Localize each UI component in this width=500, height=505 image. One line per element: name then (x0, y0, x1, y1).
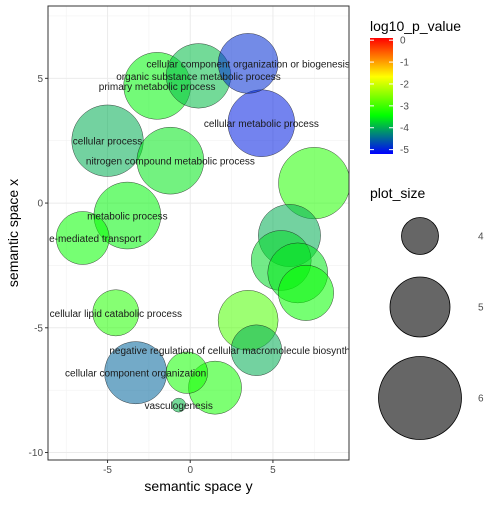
bubble-label: nitrogen compound metabolic process (86, 157, 255, 168)
bubble (165, 351, 208, 394)
panel-border (47, 5, 350, 461)
color-legend-tick-label: -5 (400, 145, 409, 156)
size-legend-label: 5 (478, 303, 484, 314)
size-legend-circle (401, 217, 439, 255)
x-tick-label: 0 (187, 465, 193, 476)
axes: -5 0 5 -10 -5 0 5 (29, 74, 277, 476)
color-legend-ticks: 0 -1 -2 -3 -4 -5 (370, 36, 409, 156)
bubble-layer (55, 33, 349, 415)
color-legend-tick-label: -2 (400, 79, 409, 90)
bubble (217, 33, 279, 94)
color-legend-tick-label: -4 (400, 123, 409, 134)
bubble-label: cellular component organization or bioge… (146, 59, 349, 70)
size-legend-title: plot_size (370, 185, 425, 201)
y-axis-label: semantic space x (5, 179, 21, 287)
x-axis-label: semantic space y (144, 478, 252, 494)
grid-minor (48, 6, 349, 460)
bubble-label: organic substance metabolic process (116, 72, 281, 83)
color-legend-title: log10_p_value (370, 18, 461, 34)
x-tick-label: 5 (270, 465, 276, 476)
size-legend-circle (378, 356, 462, 440)
x-tick-label: -5 (103, 465, 112, 476)
bubble (278, 264, 334, 321)
size-legend-items: 4 5 6 (378, 217, 484, 440)
bubble (136, 126, 205, 195)
plot-panel: cellular component organization or bioge… (24, 5, 403, 461)
label-layer: cellular component organization or bioge… (24, 59, 403, 412)
color-legend-tick-label: -3 (400, 101, 409, 112)
y-tick-label: -5 (34, 323, 43, 334)
bubble-label: cellular lipid catabolic process (50, 309, 182, 320)
bubble (171, 397, 186, 413)
color-legend-tick-label: -1 (400, 58, 409, 69)
bubble-label: cellular metabolic process (204, 119, 319, 130)
size-legend: plot_size 4 5 6 (370, 185, 484, 440)
bubble-label: vasculogenesis (144, 401, 212, 412)
bubble-label: cellular process (73, 137, 142, 148)
size-legend-label: 4 (478, 232, 484, 243)
size-legend-label: 6 (478, 394, 484, 405)
y-tick-label: -10 (29, 448, 44, 459)
y-tick-label: 5 (37, 74, 43, 85)
color-legend: log10_p_value 0 -1 -2 -3 -4 -5 (370, 18, 461, 156)
bubble-label: vesicle-mediated transport (24, 234, 141, 245)
color-legend-bar (370, 38, 393, 154)
bubble-label: cellular component organization (65, 369, 206, 380)
size-legend-circle (389, 276, 451, 338)
bubble (230, 324, 283, 376)
bubble-label: metabolic process (87, 212, 168, 223)
bubble-label: primary metabolic process (99, 82, 216, 93)
color-legend-tick-label: 0 (400, 36, 406, 47)
bubble-label: negative regulation of cellular macromol… (109, 346, 403, 357)
y-tick-label: 0 (37, 199, 43, 210)
bubble (92, 289, 140, 337)
bubble (55, 211, 110, 265)
